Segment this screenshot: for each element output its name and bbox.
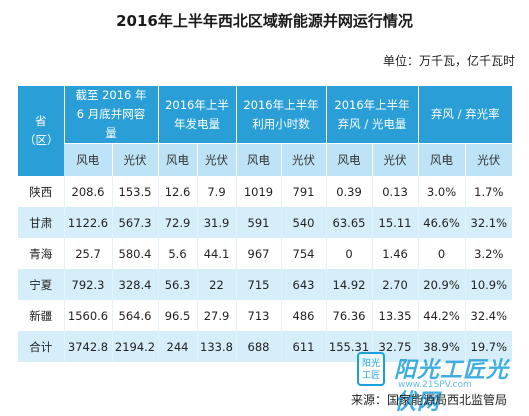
value-cell: 96.5 bbox=[157, 300, 197, 331]
table-row: 陕西 208.6 153.5 12.6 7.9 1019 791 0.39 0.13 3.0% 1.… bbox=[18, 176, 513, 207]
province-cell: 合计 bbox=[18, 331, 64, 362]
value-cell: 12.6 bbox=[157, 176, 197, 207]
value-cell: 643 bbox=[280, 269, 327, 300]
subheader-solar: 光伏 bbox=[371, 143, 419, 176]
value-cell: 580.4 bbox=[111, 238, 158, 269]
province-cell: 陕西 bbox=[18, 176, 64, 207]
table-row: 新疆 1560.6 564.6 96.5 27.9 713 486 76.36 13.35 44.… bbox=[18, 300, 513, 331]
table-body: 陕西 208.6 153.5 12.6 7.9 1019 791 0.39 0.13 3.0% 1.… bbox=[18, 176, 513, 362]
value-cell: 44.1 bbox=[196, 238, 236, 269]
value-cell: 72.9 bbox=[157, 207, 197, 238]
subheader-wind: 风电 bbox=[325, 143, 373, 176]
table-row-total: 合计 3742.8 2194.2 244 133.8 688 611 155.31 32.75 3… bbox=[18, 331, 513, 362]
header-curtailment: 2016年上半年弃风 / 光电量 bbox=[325, 86, 419, 144]
source-note: 来源：国家能源局西北监管局 bbox=[350, 393, 507, 407]
subheader-wind: 风电 bbox=[417, 143, 466, 176]
value-cell: 31.9 bbox=[196, 207, 236, 238]
value-cell: 3.0% bbox=[417, 176, 466, 207]
table-row: 宁夏 792.3 328.4 56.3 22 715 643 14.92 2.70 20.9% 10… bbox=[18, 269, 513, 300]
watermark-text: 阳光工匠光伏网 bbox=[394, 358, 510, 415]
value-cell: 0 bbox=[325, 238, 373, 269]
value-cell: 1019 bbox=[235, 176, 281, 207]
value-cell: 7.9 bbox=[196, 176, 236, 207]
value-cell: 3742.8 bbox=[63, 331, 112, 362]
table-row: 甘肃 1122.6 567.3 72.9 31.9 591 540 63.65 15.11 46.… bbox=[18, 207, 513, 238]
value-cell: 63.65 bbox=[325, 207, 373, 238]
value-cell: 0.13 bbox=[371, 176, 419, 207]
value-cell: 10.9% bbox=[464, 269, 513, 300]
value-cell: 56.3 bbox=[157, 269, 197, 300]
province-cell: 宁夏 bbox=[18, 269, 64, 300]
watermark-url: www.21SPV.com bbox=[398, 380, 472, 390]
value-cell: 27.9 bbox=[196, 300, 236, 331]
header-generation: 2016年上半年发电量 bbox=[157, 86, 236, 144]
subheader-solar: 光伏 bbox=[464, 143, 513, 176]
value-cell: 591 bbox=[235, 207, 281, 238]
value-cell: 20.9% bbox=[417, 269, 466, 300]
value-cell: 715 bbox=[235, 269, 281, 300]
value-cell: 1560.6 bbox=[63, 300, 112, 331]
header-hours: 2016年上半年利用小时数 bbox=[235, 86, 327, 144]
value-cell: 38.9% bbox=[417, 331, 466, 362]
value-cell: 2.70 bbox=[371, 269, 419, 300]
value-cell: 1122.6 bbox=[63, 207, 112, 238]
value-cell: 208.6 bbox=[63, 176, 112, 207]
value-cell: 564.6 bbox=[111, 300, 158, 331]
province-cell: 甘肃 bbox=[18, 207, 64, 238]
subheader-wind: 风电 bbox=[64, 143, 112, 176]
subheader-solar: 光伏 bbox=[280, 143, 327, 176]
value-cell: 76.36 bbox=[325, 300, 373, 331]
data-table: 省（区） 截至 2016 年 6 月底并网容量 2016年上半年发电量 2016… bbox=[18, 86, 513, 362]
value-cell: 713 bbox=[235, 300, 281, 331]
value-cell: 44.2% bbox=[417, 300, 466, 331]
value-cell: 567.3 bbox=[111, 207, 158, 238]
value-cell: 133.8 bbox=[196, 331, 236, 362]
value-cell: 32.4% bbox=[464, 300, 513, 331]
value-cell: 5.6 bbox=[157, 238, 197, 269]
value-cell: 328.4 bbox=[111, 269, 158, 300]
value-cell: 244 bbox=[157, 331, 197, 362]
value-cell: 540 bbox=[280, 207, 327, 238]
header-curtailment-rate: 弃风 / 弃光率 bbox=[417, 86, 513, 144]
unit-note: 单位：万千瓦，亿千瓦时 bbox=[382, 54, 515, 68]
value-cell: 792.3 bbox=[63, 269, 112, 300]
header-capacity: 截至 2016 年 6 月底并网容量 bbox=[63, 86, 158, 144]
value-cell: 1.46 bbox=[371, 238, 419, 269]
table-row: 青海 25.7 580.4 5.6 44.1 967 754 0 1.46 0 3.2% bbox=[18, 238, 513, 269]
value-cell: 486 bbox=[280, 300, 327, 331]
subheader-solar: 光伏 bbox=[196, 143, 236, 176]
value-cell: 19.7% bbox=[464, 331, 513, 362]
value-cell: 967 bbox=[235, 238, 281, 269]
header-province: 省（区） bbox=[18, 86, 64, 176]
value-cell: 2194.2 bbox=[111, 331, 158, 362]
province-cell: 青海 bbox=[18, 238, 64, 269]
value-cell: 25.7 bbox=[63, 238, 112, 269]
value-cell: 13.35 bbox=[371, 300, 419, 331]
value-cell: 0.39 bbox=[325, 176, 373, 207]
value-cell: 22 bbox=[196, 269, 236, 300]
value-cell: 153.5 bbox=[111, 176, 158, 207]
province-cell: 新疆 bbox=[18, 300, 64, 331]
watermark-logo: 阳光 工匠 bbox=[357, 352, 385, 386]
value-cell: 32.1% bbox=[464, 207, 513, 238]
value-cell: 0 bbox=[417, 238, 466, 269]
value-cell: 1.7% bbox=[464, 176, 513, 207]
value-cell: 791 bbox=[280, 176, 327, 207]
page-title: 2016年上半年西北区域新能源并网运行情况 bbox=[116, 12, 413, 30]
value-cell: 754 bbox=[280, 238, 327, 269]
value-cell: 46.6% bbox=[417, 207, 466, 238]
subheader-solar: 光伏 bbox=[111, 143, 158, 176]
value-cell: 15.11 bbox=[371, 207, 419, 238]
value-cell: 14.92 bbox=[325, 269, 373, 300]
value-cell: 611 bbox=[280, 331, 327, 362]
value-cell: 688 bbox=[235, 331, 281, 362]
subheader-wind: 风电 bbox=[157, 143, 197, 176]
value-cell: 3.2% bbox=[464, 238, 513, 269]
subheader-wind: 风电 bbox=[235, 143, 281, 176]
